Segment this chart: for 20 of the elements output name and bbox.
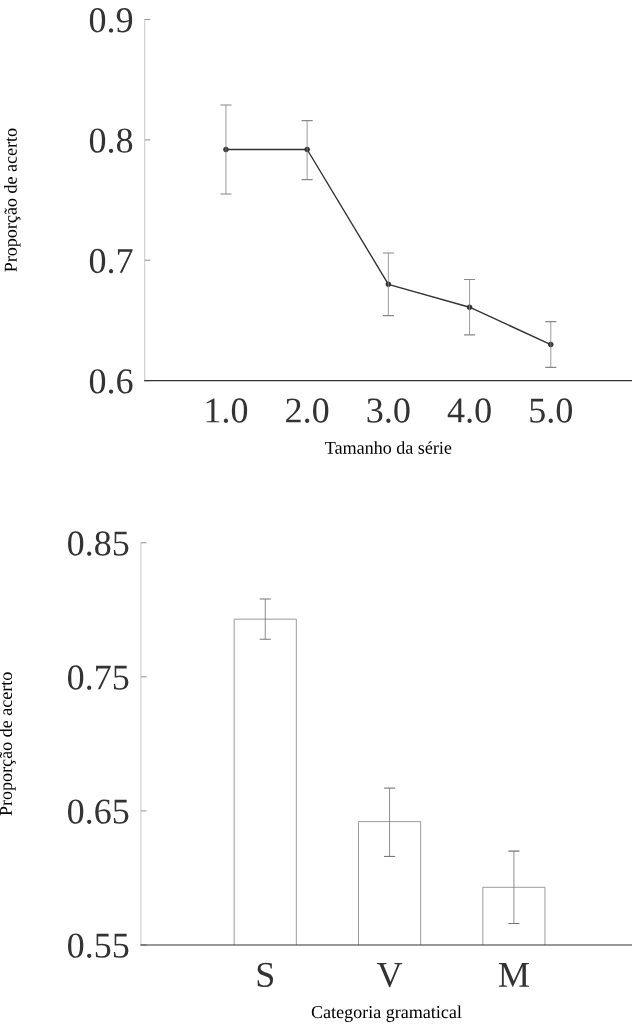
y-tick-label: 0.6 [89,369,133,394]
y-tick-label: 0.8 [89,128,133,153]
y-tick-label: 0.55 [68,933,129,958]
y-tick-label: 0.75 [68,665,129,690]
x-tick-label: 4.0 [447,398,491,423]
y-tick-label: 0.9 [89,8,133,33]
x-tick-label: S [257,962,274,988]
y-tick-label: 0.85 [68,531,129,556]
x-tick-label: 2.0 [286,398,329,423]
x-tick-label: V [376,963,403,988]
x-axis-title: Categoria gramatical [311,1005,462,1022]
y-tick-label: 0.7 [89,248,133,274]
x-tick-label: 5.0 [530,398,572,423]
y-tick-label: 0.65 [68,799,129,824]
x-tick-label: 3.0 [367,398,410,423]
y-axis-title: Proporção de acerto [0,672,16,816]
x-axis-title: Tamanho da série [325,441,452,454]
x-tick-label: M [498,963,529,987]
x-tick-label: 1.0 [206,398,248,423]
y-axis-title: Proporção de acerto [4,128,21,272]
